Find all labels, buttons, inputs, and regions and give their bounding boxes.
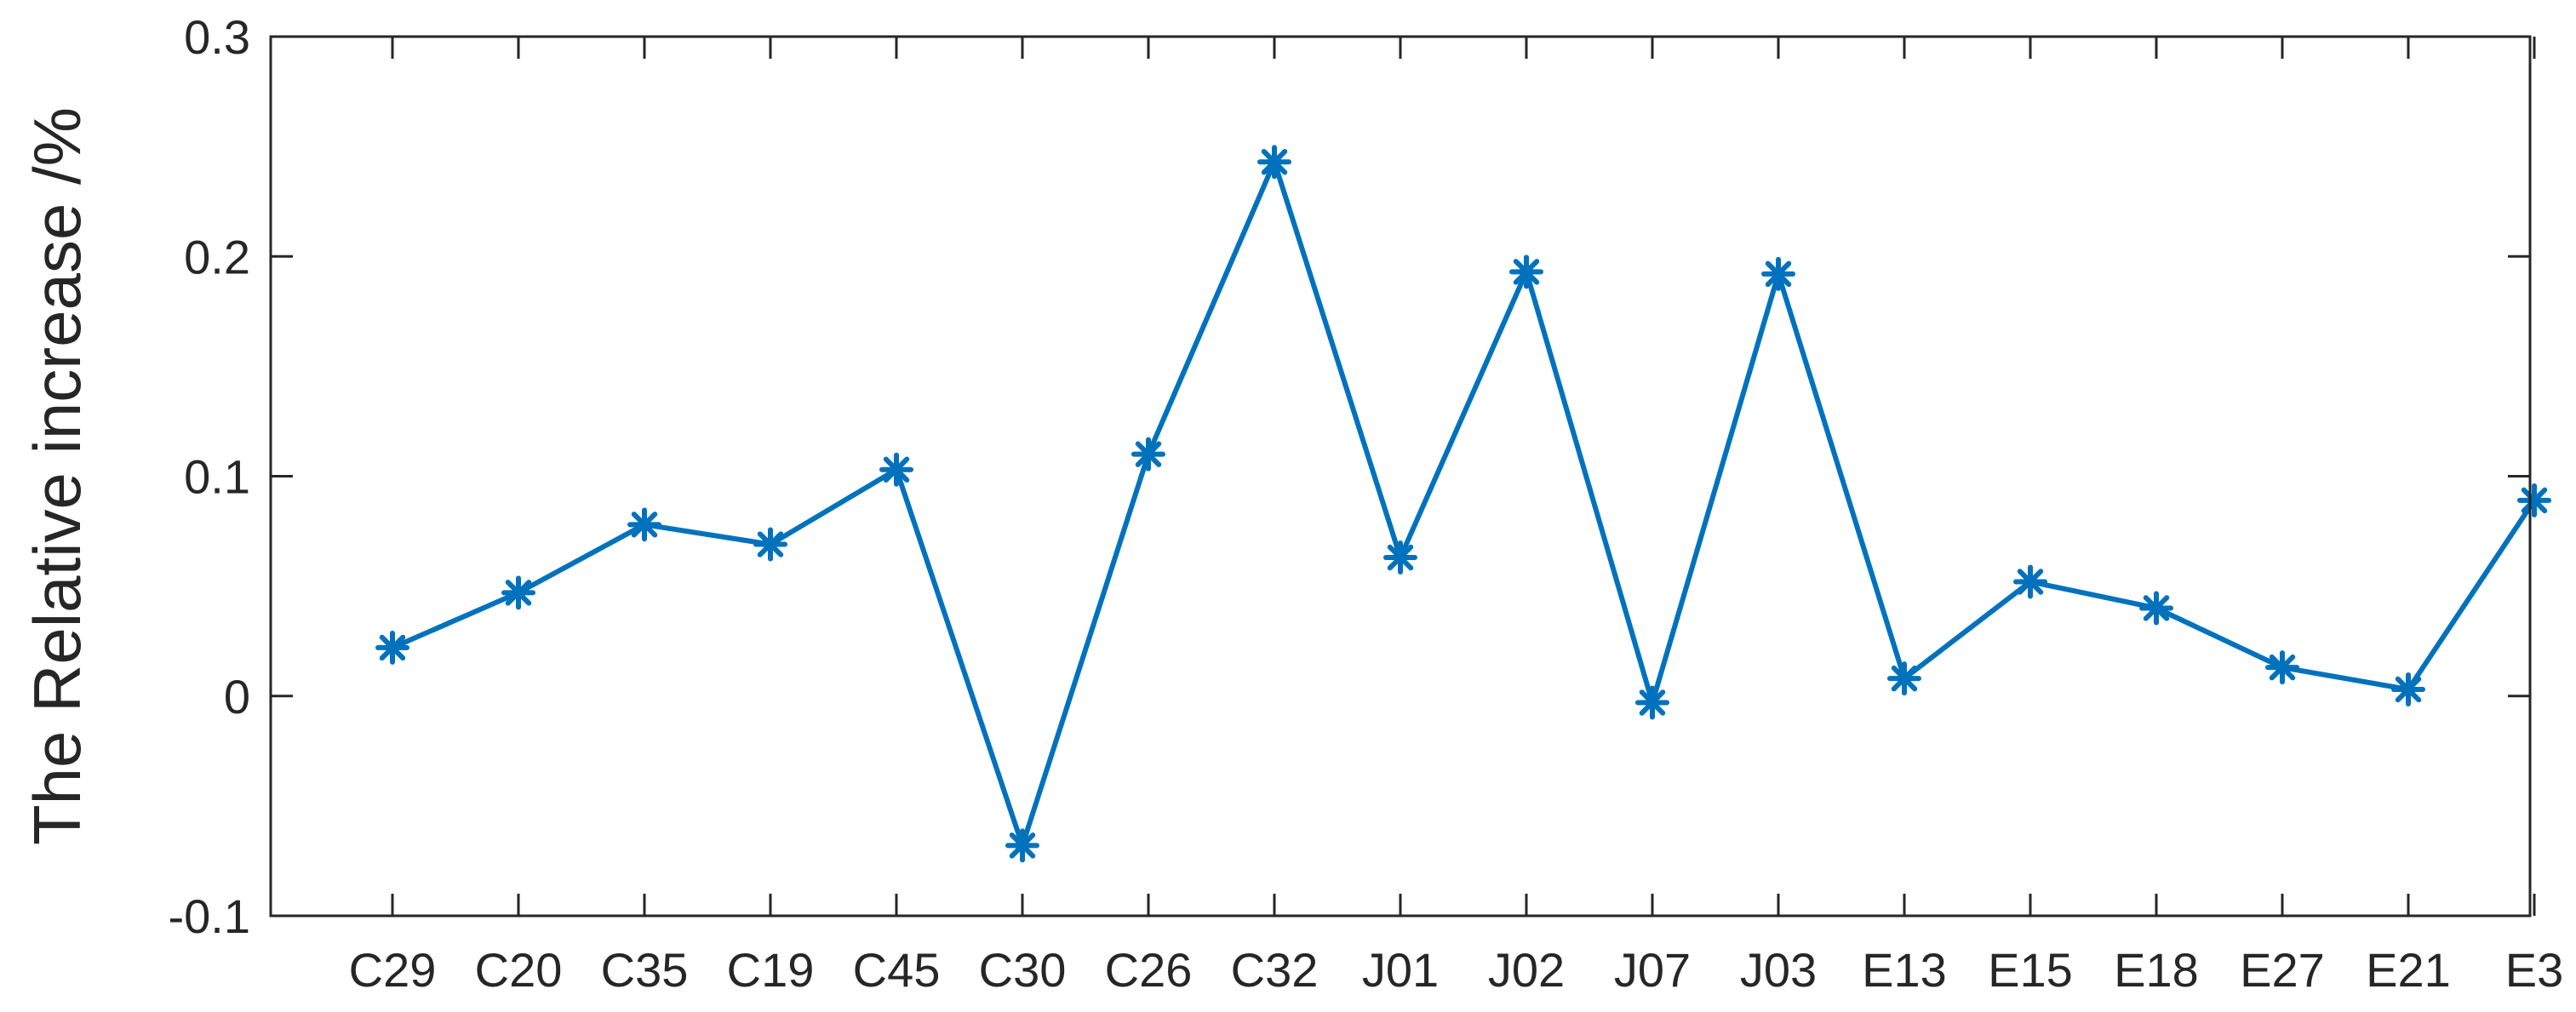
x-tick-labels: C29 C20 C35 C19 C45 C30 C26 C32 J01 J02 J07 J03 E13 E… — [349, 943, 2564, 997]
y-tick-label: 0.3 — [184, 10, 250, 64]
data-point-C26 — [1131, 437, 1165, 472]
x-tick-label: E21 — [2366, 943, 2451, 997]
x-tick-label: C29 — [349, 943, 437, 997]
x-ticks — [391, 37, 2536, 916]
plot-frame — [269, 35, 2532, 918]
data-point-J01 — [1383, 540, 1417, 575]
x-tick-label: J03 — [1740, 943, 1817, 997]
data-point-C32 — [1257, 145, 1291, 180]
data-point-J07 — [1635, 685, 1669, 720]
x-tick-label: E27 — [2240, 943, 2325, 997]
y-axis-label: The Relative increase /% — [20, 107, 94, 845]
x-tick-label: C26 — [1105, 943, 1193, 997]
y-tick-label: 0 — [224, 670, 250, 723]
data-point-C35 — [627, 507, 661, 542]
x-tick-label: E13 — [1862, 943, 1947, 997]
data-point-C30 — [1005, 828, 1039, 863]
x-tick-label: C19 — [727, 943, 815, 997]
series-layer — [375, 145, 2551, 863]
data-point-E15 — [2013, 564, 2047, 599]
data-point-E27 — [2265, 650, 2299, 685]
y-tick-label: 0.2 — [184, 230, 250, 283]
y-tick-label: 0.1 — [184, 450, 250, 504]
y-tick-labels: -0.1 0 0.1 0.2 0.3 — [169, 10, 251, 943]
data-point-C29 — [375, 630, 409, 665]
x-tick-label: C20 — [475, 943, 563, 997]
x-tick-label: E15 — [1988, 943, 2073, 997]
data-point-E21 — [2391, 672, 2425, 707]
data-point-E18 — [2139, 591, 2173, 626]
x-tick-label: C30 — [979, 943, 1067, 997]
data-point-C45 — [879, 452, 913, 487]
x-tick-label: C35 — [601, 943, 689, 997]
x-tick-label: E18 — [2114, 943, 2199, 997]
data-point-J02 — [1509, 254, 1543, 289]
data-point-J03 — [1761, 256, 1795, 291]
x-tick-label: C45 — [853, 943, 941, 997]
data-point-C20 — [501, 575, 535, 610]
x-tick-label: J01 — [1362, 943, 1439, 997]
x-tick-label: J07 — [1614, 943, 1691, 997]
data-point-C19 — [753, 527, 787, 562]
x-tick-label: E3 — [2505, 943, 2564, 997]
y-tick-label: -0.1 — [169, 889, 251, 943]
data-point-E3 — [2517, 483, 2551, 517]
x-tick-label: J02 — [1488, 943, 1565, 997]
y-ticks — [271, 35, 2530, 918]
data-point-E13 — [1887, 661, 1921, 696]
series-line — [391, 159, 2537, 849]
x-tick-label: C32 — [1231, 943, 1319, 997]
